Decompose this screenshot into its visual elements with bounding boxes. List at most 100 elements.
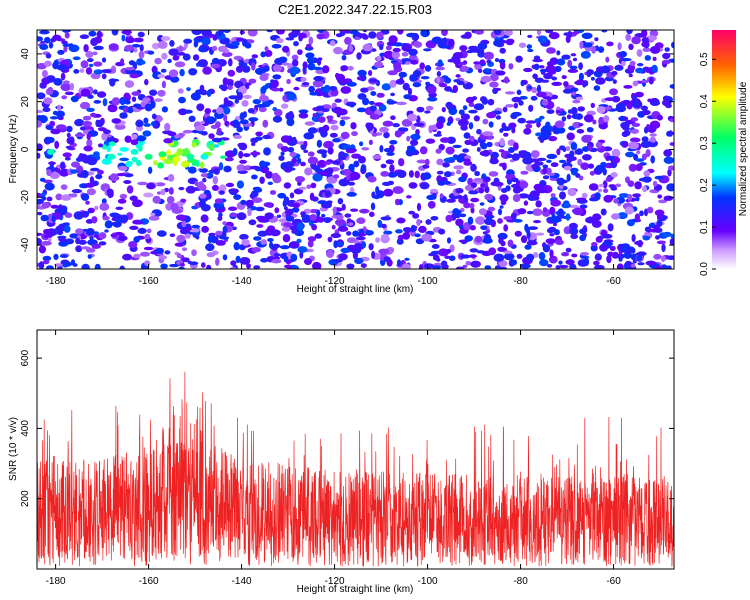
heatmap-cell <box>498 237 504 244</box>
heatmap-cell <box>312 113 317 117</box>
heatmap-cell <box>610 186 618 191</box>
heatmap-cell <box>424 110 431 114</box>
heatmap-cell <box>419 182 430 190</box>
heatmap-cell <box>540 132 551 139</box>
heatmap-cell <box>86 133 91 140</box>
heatmap-cell <box>187 166 197 174</box>
heatmap-cell <box>568 222 578 230</box>
heatmap-cell <box>355 236 366 241</box>
heatmap-cell <box>39 44 49 50</box>
heatmap-cell <box>297 49 303 55</box>
heatmap-cell <box>45 53 52 59</box>
heatmap-cell <box>459 213 467 218</box>
heatmap-cell <box>515 55 523 63</box>
heatmap-cell <box>94 205 99 211</box>
heatmap-cell <box>609 245 616 252</box>
heatmap-cell <box>649 100 661 106</box>
heatmap-cell <box>56 104 62 112</box>
heatmap-cell <box>142 130 152 137</box>
heatmap-cell <box>200 131 208 136</box>
heatmap-cell <box>492 87 498 95</box>
heatmap-cell <box>273 253 281 257</box>
heatmap-cell <box>663 156 674 164</box>
heatmap-cell <box>631 36 641 45</box>
heatmap-cell <box>49 120 56 127</box>
heatmap-cell <box>595 77 606 85</box>
heatmap-cell <box>419 146 428 155</box>
heatmap-cell <box>119 112 128 119</box>
heatmap-cell <box>570 233 579 240</box>
heatmap-cell <box>427 200 436 209</box>
heatmap-cell <box>212 144 220 148</box>
heatmap-cell <box>222 30 231 33</box>
heatmap-cell <box>553 229 560 236</box>
heatmap-cell <box>519 263 531 269</box>
heatmap-cell <box>482 118 489 125</box>
heatmap-cell <box>298 32 307 39</box>
heatmap-cell <box>611 95 621 103</box>
heatmap-cell <box>394 130 402 138</box>
heatmap-cell <box>128 241 138 249</box>
heatmap-cell <box>122 253 133 261</box>
heatmap-cell <box>644 55 651 61</box>
heatmap-cell <box>224 157 234 162</box>
heatmap-cell <box>191 142 197 148</box>
heatmap-cell <box>572 99 581 104</box>
heatmap-cell <box>562 88 573 94</box>
heatmap-cell <box>389 164 395 173</box>
heatmap-cell <box>655 235 660 240</box>
heatmap-cell <box>198 46 208 53</box>
heatmap-cell <box>196 103 205 112</box>
heatmap-cell <box>415 129 420 136</box>
x-tick-label: -140 <box>232 576 252 587</box>
heatmap-cell <box>611 213 620 220</box>
heatmap-cell <box>534 118 542 123</box>
heatmap-cell <box>569 227 579 235</box>
heatmap-cell <box>478 187 484 194</box>
heatmap-cell <box>80 88 91 97</box>
heatmap-cell <box>413 122 425 127</box>
heatmap-cell <box>276 214 282 218</box>
heatmap-cell <box>143 117 149 124</box>
heatmap-cell <box>298 109 309 114</box>
heatmap-cell <box>505 38 514 46</box>
heatmap-cell <box>508 63 514 70</box>
heatmap-cell <box>283 222 293 228</box>
heatmap-cell <box>192 54 200 61</box>
heatmap-cell <box>654 175 664 180</box>
heatmap-cell <box>627 180 635 187</box>
heatmap-cell <box>470 48 479 53</box>
heatmap-cell <box>549 249 554 258</box>
heatmap-cell <box>304 121 315 126</box>
heatmap-peak <box>186 153 195 160</box>
heatmap-cell <box>606 242 614 246</box>
heatmap-cell <box>123 92 131 101</box>
heatmap-cell <box>438 228 446 235</box>
heatmap-cell <box>435 66 446 71</box>
heatmap-cell <box>532 73 538 80</box>
heatmap-cell <box>567 30 572 39</box>
heatmap-cell <box>263 65 270 72</box>
heatmap-cell <box>251 174 258 180</box>
heatmap-cell <box>309 192 315 201</box>
heatmap-cell <box>638 177 648 182</box>
heatmap-cell <box>480 183 486 188</box>
heatmap-cell <box>609 88 618 96</box>
heatmap-cell <box>75 228 84 235</box>
heatmap-cell <box>37 109 44 114</box>
heatmap-cell <box>182 129 193 134</box>
heatmap-cell <box>480 142 488 150</box>
heatmap-cell <box>623 251 632 259</box>
heatmap-cell <box>671 41 674 49</box>
heatmap-cell <box>386 151 395 156</box>
heatmap-cell <box>437 59 443 67</box>
heatmap-cell <box>217 215 223 221</box>
heatmap-cell <box>436 71 442 77</box>
heatmap-cell <box>374 61 384 68</box>
heatmap-cell <box>360 263 367 268</box>
heatmap-cell <box>462 264 468 268</box>
heatmap-cell <box>520 79 525 87</box>
heatmap-cell <box>346 231 352 236</box>
heatmap-cell <box>91 216 98 224</box>
heatmap-cell <box>300 77 307 82</box>
